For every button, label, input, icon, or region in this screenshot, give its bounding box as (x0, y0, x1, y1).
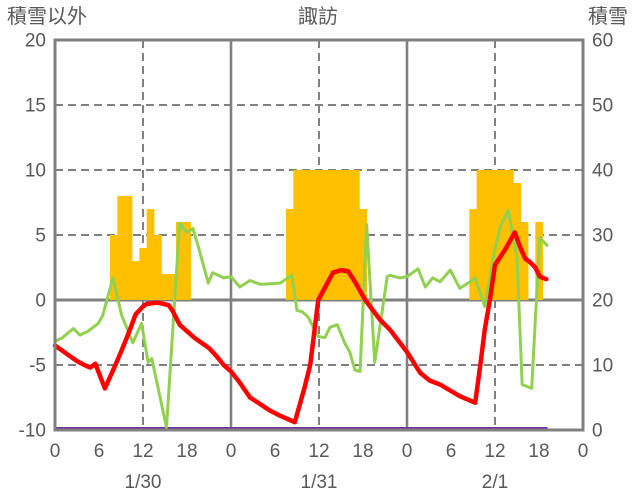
chart-title: 諏訪 (298, 6, 338, 28)
bar (337, 170, 346, 300)
bar (139, 248, 148, 300)
right-axis-tick-label: 50 (592, 96, 613, 117)
left-axis-title: 積雪以外 (7, 6, 87, 28)
right-axis-tick-label: 60 (592, 31, 613, 52)
bar (476, 170, 485, 300)
bar (300, 170, 309, 300)
bar (154, 235, 162, 300)
hour-tick-label: 6 (270, 441, 281, 462)
bar (359, 209, 368, 300)
hour-tick-label: 12 (132, 441, 153, 462)
bar (344, 170, 353, 300)
bar (491, 170, 500, 300)
hour-tick-label: 0 (50, 441, 61, 462)
bar (308, 170, 316, 300)
bar (506, 170, 514, 300)
date-label: 2/1 (482, 472, 508, 493)
bar (117, 196, 126, 300)
hour-tick-label: 0 (578, 441, 589, 462)
hour-tick-label: 6 (446, 441, 457, 462)
red-line (52, 230, 549, 425)
hour-tick-label: 0 (402, 441, 413, 462)
hour-tick-label: 6 (94, 441, 105, 462)
left-axis-tick-label: -10 (19, 421, 46, 442)
date-label: 1/31 (301, 472, 338, 493)
left-axis-tick-label: 5 (35, 226, 46, 247)
bar (293, 170, 302, 300)
date-label: 1/30 (125, 472, 162, 493)
bar (484, 170, 492, 300)
left-axis-tick-label: 10 (25, 161, 46, 182)
right-axis-tick-label: 40 (592, 161, 613, 182)
bar (146, 209, 155, 300)
hour-tick-label: 18 (528, 441, 549, 462)
bar (286, 209, 294, 300)
bar (352, 170, 360, 300)
left-axis-tick-label: -5 (29, 356, 46, 377)
hour-tick-label: 12 (308, 441, 329, 462)
bar (124, 196, 133, 300)
right-axis-tick-label: 10 (592, 356, 613, 377)
left-axis-tick-label: 20 (25, 31, 46, 52)
bar (520, 222, 529, 300)
bar (330, 170, 338, 300)
right-axis-tick-label: 20 (592, 291, 613, 312)
bar (110, 235, 118, 300)
bar (315, 170, 324, 300)
right-axis-tick-label: 30 (592, 226, 613, 247)
hour-tick-label: 0 (226, 441, 237, 462)
bar (322, 170, 331, 300)
hour-tick-label: 18 (176, 441, 197, 462)
left-axis-tick-label: 0 (35, 291, 46, 312)
bar (176, 222, 184, 300)
bar (183, 222, 192, 300)
bar (168, 274, 177, 300)
bar (132, 261, 140, 300)
left-axis-tick-label: 15 (25, 96, 46, 117)
right-axis-title: 積雪 (588, 6, 628, 28)
hour-tick-label: 18 (352, 441, 373, 462)
bar (161, 274, 170, 300)
right-axis-tick-label: 0 (592, 421, 603, 442)
bar (498, 170, 507, 300)
hour-tick-label: 12 (484, 441, 505, 462)
plot-border (53, 38, 585, 432)
bar (469, 209, 478, 300)
